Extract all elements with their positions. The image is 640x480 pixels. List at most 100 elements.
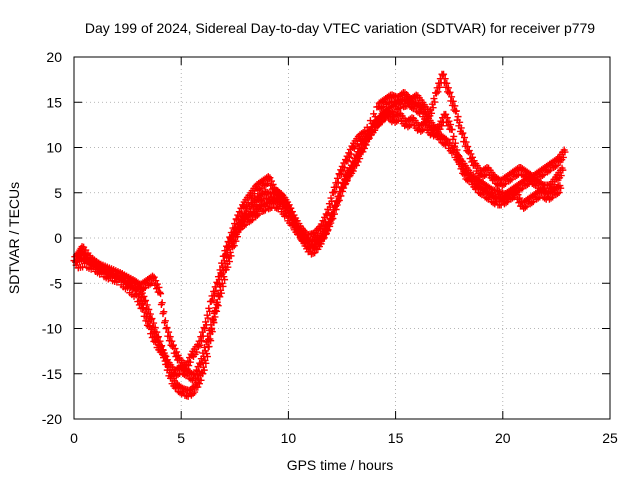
data-point-trace xyxy=(287,204,295,212)
data-point-trace xyxy=(173,348,181,356)
x-tick-label: 20 xyxy=(495,430,511,446)
data-point-trace xyxy=(526,176,534,184)
data-point-trace xyxy=(320,234,328,242)
data-point-trace xyxy=(445,117,453,125)
data-point-trace xyxy=(218,262,226,270)
data-point-trace xyxy=(161,317,169,325)
data-point-trace xyxy=(352,161,360,169)
data-point xyxy=(559,166,567,174)
data-point-trace xyxy=(133,285,141,293)
data-point xyxy=(214,279,222,287)
data-point-trace xyxy=(224,263,232,271)
data-point-trace xyxy=(215,276,223,284)
data-point-trace xyxy=(202,321,210,329)
y-tick-label: -15 xyxy=(42,366,62,382)
data-point-trace xyxy=(333,183,341,191)
data-point-trace xyxy=(335,196,343,204)
data-point xyxy=(216,293,224,301)
data-point xyxy=(205,343,213,351)
data-point-trace xyxy=(204,314,212,322)
data-point-trace xyxy=(146,310,154,318)
data-point-trace xyxy=(341,181,349,189)
data-point-trace xyxy=(235,216,243,224)
data-point-trace xyxy=(559,153,567,161)
data-point-trace xyxy=(201,347,209,355)
data-point-trace xyxy=(159,346,167,354)
data-point-trace xyxy=(318,225,326,233)
data-point xyxy=(229,243,237,251)
data-point-trace xyxy=(467,150,475,158)
data-point-trace xyxy=(333,201,341,209)
y-tick-label: -20 xyxy=(42,411,62,427)
x-axis-label: GPS time / hours xyxy=(287,457,394,473)
data-point-trace xyxy=(228,233,236,241)
data-point xyxy=(561,148,569,156)
data-point-trace xyxy=(334,178,342,186)
data-point-trace xyxy=(211,283,219,291)
data-point-trace xyxy=(358,135,366,143)
data-point-trace xyxy=(443,79,451,87)
data-point-trace xyxy=(187,391,195,399)
data-point-trace xyxy=(506,176,514,184)
data-point-trace xyxy=(317,240,325,248)
data-point-trace xyxy=(458,161,466,169)
y-tick-label: -10 xyxy=(42,321,62,337)
data-point-trace xyxy=(545,167,553,175)
data-point-trace xyxy=(489,199,497,207)
data-point-trace xyxy=(455,152,463,160)
data-point-trace xyxy=(171,345,179,353)
data-point-trace xyxy=(232,237,240,245)
data-point-trace xyxy=(349,167,357,175)
data-point-trace xyxy=(359,148,367,156)
data-point-trace xyxy=(553,190,561,198)
data-point-trace xyxy=(450,132,458,140)
y-axis-label: SDTVAR / TECUs xyxy=(6,182,22,294)
data-point-trace xyxy=(199,332,207,340)
data-point-trace xyxy=(135,293,143,301)
data-point-trace xyxy=(224,238,232,246)
data-point-trace xyxy=(324,227,332,235)
data-point-trace xyxy=(268,177,276,185)
data-point-trace xyxy=(420,125,428,133)
data-points xyxy=(70,70,569,400)
data-point-trace xyxy=(179,384,187,392)
data-point-trace xyxy=(144,317,152,325)
data-point-trace xyxy=(508,194,516,202)
data-point-trace xyxy=(456,118,464,126)
data-point xyxy=(239,202,247,210)
data-point-trace xyxy=(211,313,219,321)
data-point xyxy=(454,153,462,161)
data-point-trace xyxy=(238,209,246,217)
y-tick-label: 15 xyxy=(46,94,62,110)
data-point-trace xyxy=(163,324,171,332)
data-point-trace xyxy=(244,199,252,207)
data-point-trace xyxy=(378,104,386,112)
x-tick-label: 0 xyxy=(70,430,78,446)
data-point-trace xyxy=(360,134,368,142)
data-point-trace xyxy=(512,187,520,195)
data-point-trace xyxy=(231,224,239,232)
data-point-trace xyxy=(553,161,561,169)
data-point-trace xyxy=(250,204,258,212)
data-point-trace xyxy=(449,97,457,105)
data-point-trace xyxy=(341,164,349,172)
data-point-trace xyxy=(240,218,248,226)
data-point-trace xyxy=(238,221,246,229)
y-tick-label: 5 xyxy=(54,185,62,201)
data-point-trace xyxy=(438,122,446,130)
data-point-trace xyxy=(493,181,501,189)
data-point-trace xyxy=(198,328,206,336)
data-point-trace xyxy=(255,185,263,193)
data-point-trace xyxy=(141,308,149,316)
data-point-trace xyxy=(429,104,437,112)
data-point xyxy=(557,184,565,192)
data-point-trace xyxy=(206,330,214,338)
data-point-trace xyxy=(214,302,222,310)
data-point-trace xyxy=(464,143,472,151)
data-point-trace xyxy=(356,155,364,163)
data-point-trace xyxy=(453,146,461,154)
data-point-trace xyxy=(146,280,154,288)
data-point-trace xyxy=(261,206,269,214)
data-point-trace xyxy=(339,167,347,175)
data-point-trace xyxy=(140,285,148,293)
